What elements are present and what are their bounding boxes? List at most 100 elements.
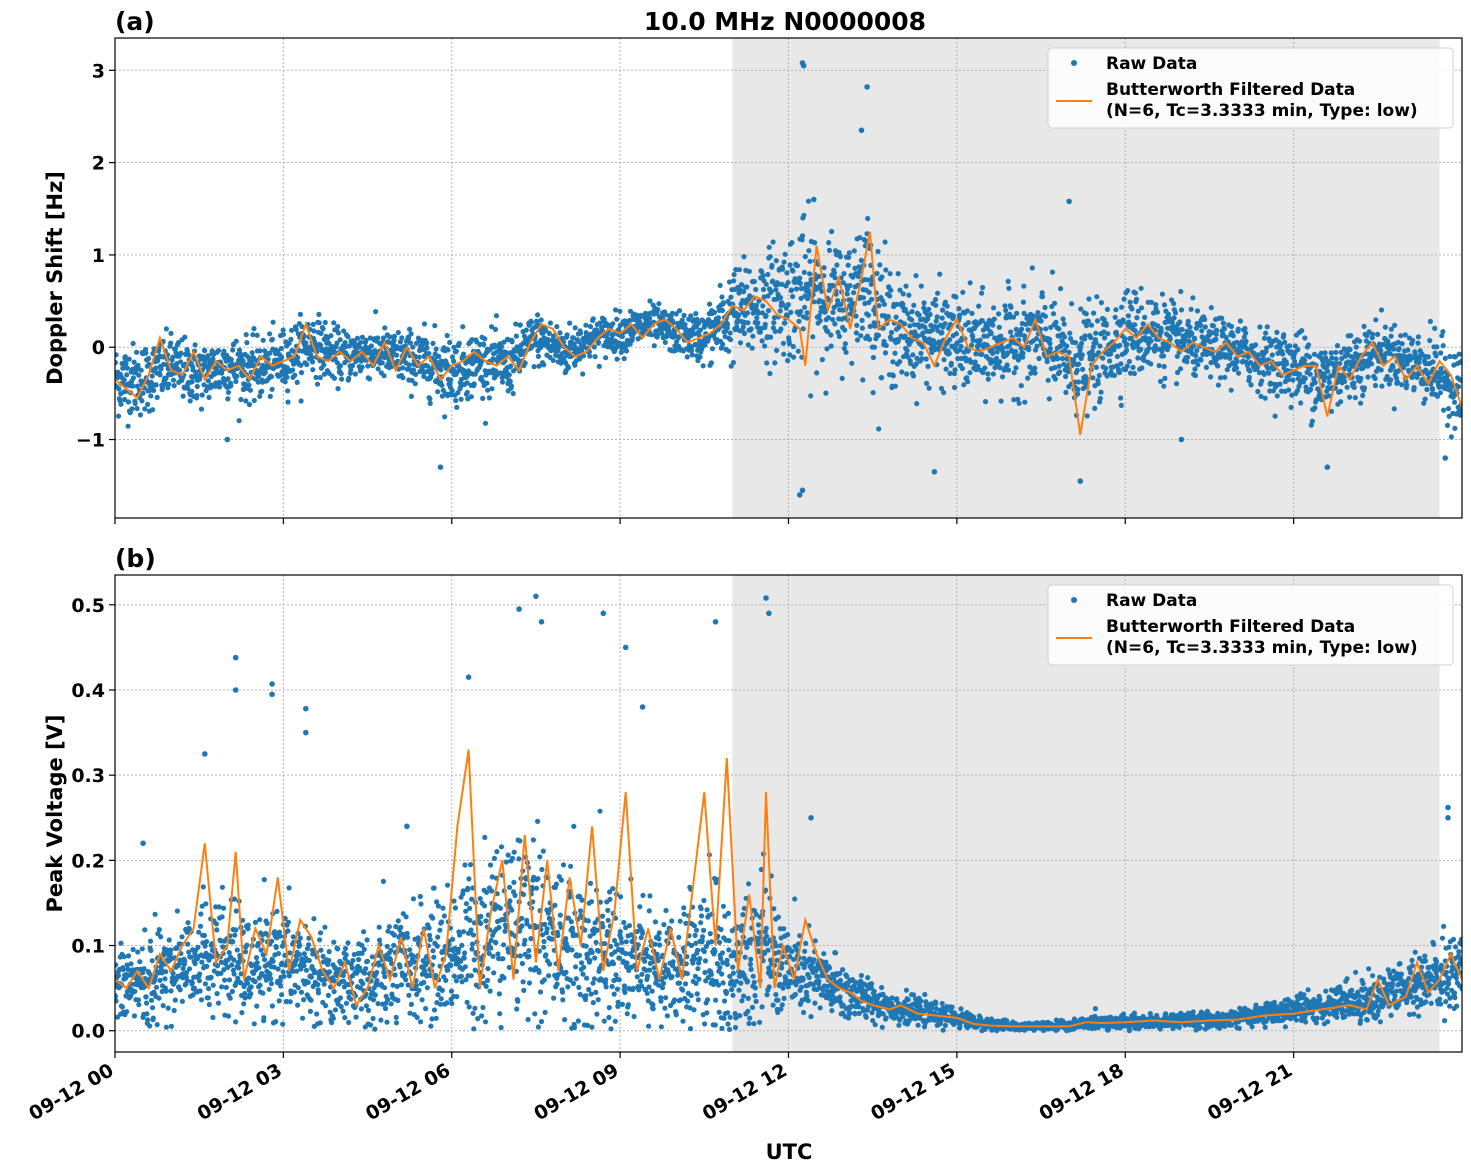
raw-data-point: [501, 975, 507, 981]
raw-data-point: [998, 398, 1004, 404]
raw-data-point: [1361, 323, 1367, 329]
raw-data-point: [855, 273, 861, 279]
raw-data-point: [798, 285, 805, 292]
raw-data-point: [153, 382, 159, 388]
raw-data-point: [1110, 364, 1116, 370]
raw-data-point: [765, 293, 771, 299]
raw-data-point: [576, 339, 582, 345]
raw-data-point: [486, 395, 492, 401]
raw-data-point: [1360, 392, 1366, 399]
raw-data-point: [408, 393, 414, 399]
raw-data-point: [219, 884, 225, 890]
raw-data-point: [430, 948, 436, 954]
raw-data-point: [489, 324, 495, 330]
raw-data-point: [1378, 367, 1384, 373]
raw-data-point: [342, 340, 348, 346]
raw-data-point: [1241, 334, 1247, 340]
raw-data-point: [1302, 357, 1308, 363]
raw-data-point: [932, 347, 938, 353]
raw-data-point: [334, 340, 340, 346]
raw-data-point: [364, 937, 370, 943]
raw-data-point: [947, 321, 954, 327]
raw-data-point: [478, 913, 484, 920]
raw-data-point: [1217, 375, 1224, 381]
raw-data-point: [601, 317, 607, 323]
raw-data-point: [267, 971, 273, 978]
raw-data-point: [488, 937, 494, 944]
raw-data-point: [471, 381, 477, 387]
raw-data-point: [158, 366, 164, 372]
raw-data-point: [1438, 366, 1444, 372]
raw-data-point: [1161, 383, 1167, 389]
raw-data-point: [464, 389, 470, 395]
raw-data-point: [203, 939, 210, 945]
raw-data-point: [672, 343, 678, 349]
raw-data-point: [469, 896, 475, 902]
raw-data-point: [321, 362, 327, 368]
raw-data-point: [1433, 353, 1439, 359]
raw-data-point: [726, 348, 732, 354]
raw-data-point: [449, 936, 456, 942]
raw-data-point: [906, 292, 912, 298]
raw-data-point: [775, 282, 781, 288]
raw-data-point: [1045, 377, 1051, 383]
raw-data-point: [502, 928, 508, 934]
raw-data-point: [902, 321, 908, 327]
raw-data-point: [230, 347, 236, 353]
raw-data-point: [488, 945, 494, 951]
raw-data-point: [412, 381, 418, 387]
raw-data-point: [502, 916, 508, 923]
raw-data-point: [1259, 378, 1265, 384]
raw-data-point: [545, 339, 551, 345]
raw-data-point: [1411, 385, 1417, 391]
raw-data-point: [442, 414, 448, 420]
raw-data-point: [293, 968, 300, 974]
raw-data-point: [1166, 343, 1172, 349]
raw-data-point: [463, 908, 469, 914]
raw-data-point: [1351, 384, 1357, 390]
raw-data-point: [910, 373, 917, 379]
raw-data-point: [1174, 353, 1180, 359]
raw-data-point: [760, 303, 766, 309]
raw-data-point: [570, 335, 577, 341]
raw-data-point: [879, 274, 885, 280]
raw-data-point: [424, 345, 430, 351]
raw-data-point: [1227, 355, 1233, 361]
raw-data-point: [797, 275, 803, 281]
raw-data-point: [867, 323, 873, 329]
raw-data-point: [259, 388, 265, 394]
raw-data-point: [1052, 365, 1058, 371]
raw-data-point: [510, 390, 516, 397]
raw-data-point: [433, 346, 439, 352]
raw-data-point: [1263, 330, 1269, 336]
raw-data-point: [1192, 366, 1198, 372]
raw-data-point: [1282, 339, 1288, 345]
raw-data-point: [876, 303, 882, 309]
raw-data-point: [864, 231, 870, 237]
raw-data-point: [148, 947, 154, 954]
raw-data-point: [121, 954, 127, 960]
raw-data-point: [132, 988, 138, 994]
raw-data-point: [152, 911, 158, 917]
raw-data-point: [213, 921, 219, 927]
raw-data-point: [707, 301, 713, 307]
raw-data-point: [1381, 355, 1387, 361]
raw-data-point: [866, 289, 872, 295]
raw-data-point: [1190, 295, 1196, 301]
raw-data-point: [337, 337, 343, 343]
raw-data-point: [1281, 332, 1287, 338]
raw-data-point: [614, 316, 620, 322]
raw-data-point: [456, 946, 462, 952]
raw-data-point: [1361, 385, 1368, 391]
raw-data-point: [204, 963, 210, 970]
raw-data-point: [298, 362, 304, 368]
raw-data-point: [439, 987, 445, 994]
raw-data-point: [923, 356, 929, 362]
raw-data-point: [149, 373, 155, 379]
raw-data-point: [456, 340, 462, 346]
raw-data-point: [1016, 400, 1022, 406]
raw-data-point: [1230, 333, 1236, 339]
raw-data-point: [1199, 334, 1205, 340]
raw-data-point: [610, 321, 616, 327]
